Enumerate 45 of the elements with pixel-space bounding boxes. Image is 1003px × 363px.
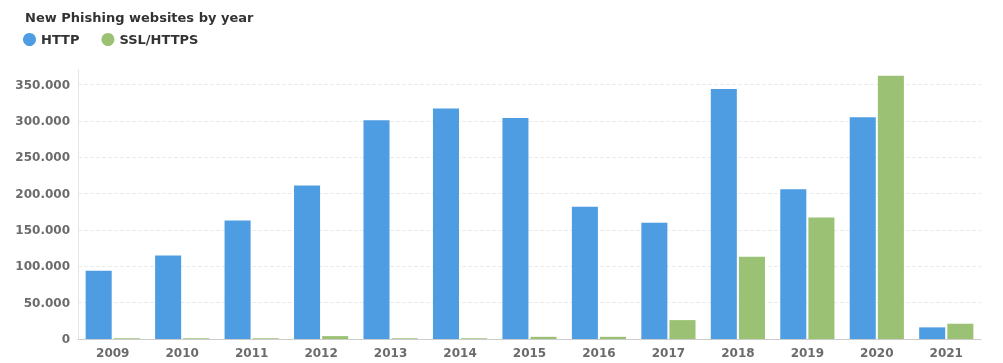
x-tick-label: 2013	[373, 346, 408, 360]
y-tick-label: 50.000	[23, 295, 70, 310]
bar	[947, 323, 974, 339]
bar	[432, 108, 459, 339]
bar	[571, 206, 598, 339]
x-tick-label: 2009	[96, 346, 130, 360]
y-tick-label: 300.000	[15, 113, 70, 128]
x-tick-label: 2021	[929, 346, 963, 360]
y-tick-label: 200.000	[15, 186, 70, 201]
bar	[294, 185, 321, 339]
bar	[600, 336, 627, 339]
x-tick-label: 2018	[721, 346, 755, 360]
x-tick-label: 2015	[512, 346, 547, 360]
y-tick-label: 250.000	[15, 150, 70, 165]
bar	[738, 256, 765, 339]
x-tick-label: 2020	[860, 346, 894, 360]
x-tick-label: 2017	[651, 346, 686, 360]
bar	[322, 336, 349, 339]
y-tick-label: 350.000	[15, 77, 70, 92]
bar	[780, 189, 807, 339]
bar	[849, 117, 876, 339]
x-tick-label: 2012	[304, 346, 338, 360]
y-tick-label: 0	[61, 332, 70, 346]
chart-title: New Phishing websites by year	[25, 10, 254, 25]
x-tick-label: 2016	[582, 346, 616, 360]
bar	[710, 88, 737, 339]
bar	[224, 220, 251, 339]
x-tick-label: 2011	[234, 346, 269, 360]
bar	[155, 255, 182, 339]
x-tick-label: 2010	[165, 346, 199, 360]
bar	[919, 327, 946, 339]
bar	[808, 217, 835, 339]
x-tick-label: 2019	[790, 346, 825, 360]
bar	[502, 117, 529, 339]
bar	[877, 75, 904, 339]
bar	[530, 336, 557, 339]
y-tick-label: 150.000	[15, 222, 70, 237]
bar	[363, 120, 390, 339]
x-tick-label: 2014	[443, 346, 477, 360]
legend-label: HTTP	[41, 32, 80, 47]
legend-label: SSL/HTTPS	[119, 32, 199, 47]
y-tick-label: 100.000	[15, 259, 70, 274]
bar	[669, 320, 696, 339]
bar	[641, 222, 668, 339]
bar	[85, 270, 112, 339]
